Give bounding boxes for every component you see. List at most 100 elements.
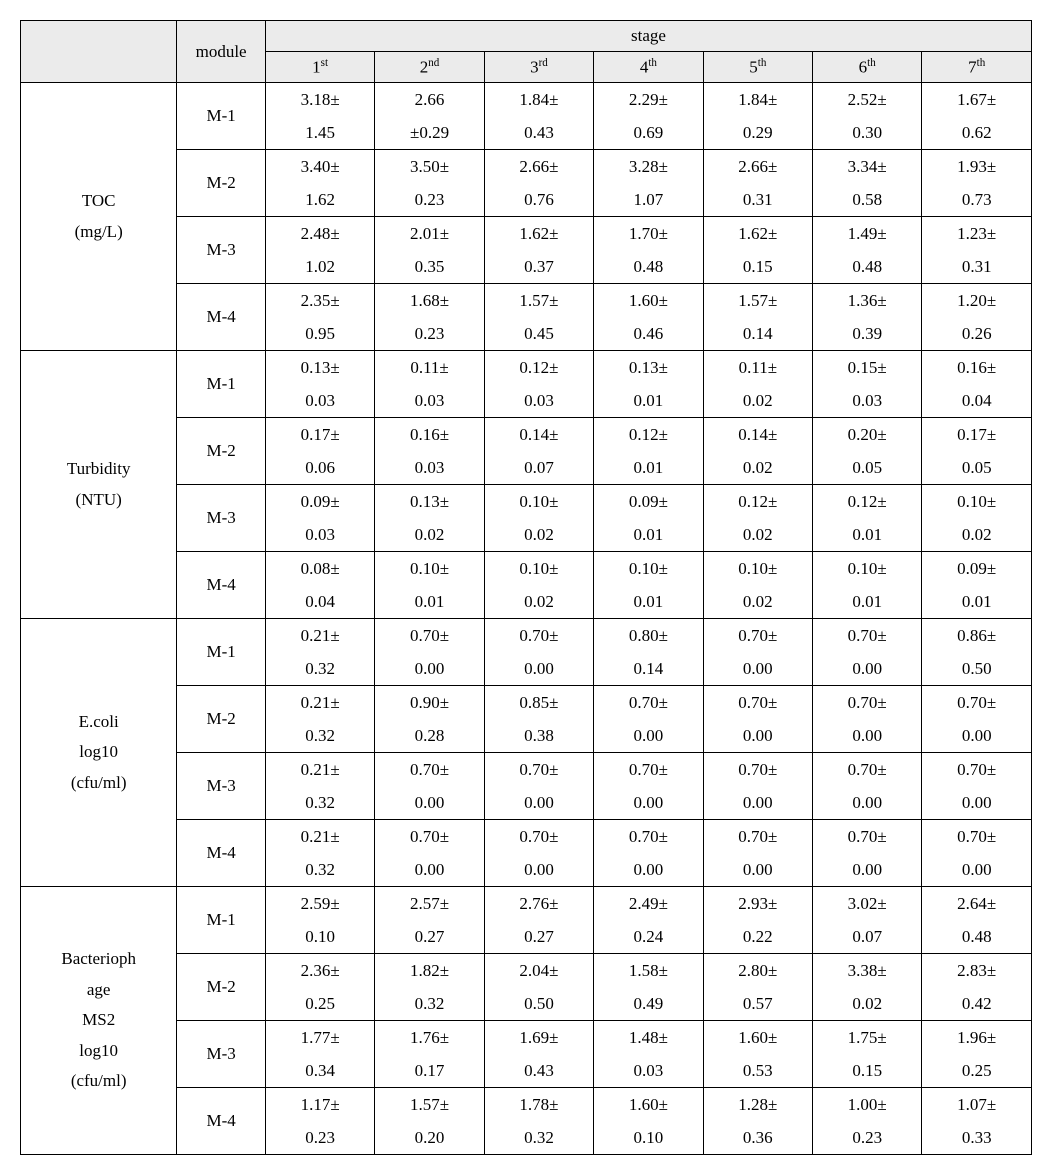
value-mean: 0.13± xyxy=(594,351,702,384)
value-sd: 0.01 xyxy=(594,518,702,551)
data-cell: 3.40±1.62 xyxy=(265,150,374,217)
value-mean: 0.86± xyxy=(922,619,1031,652)
data-cell: 1.62±0.15 xyxy=(703,217,812,284)
value-sd: 0.36 xyxy=(704,1121,812,1154)
data-cell: 1.49±0.48 xyxy=(813,217,922,284)
value-sd: 0.29 xyxy=(704,116,812,149)
value-sd: 0.00 xyxy=(704,652,812,685)
value-sd: 0.43 xyxy=(485,116,593,149)
data-cell: 1.70±0.48 xyxy=(594,217,703,284)
value-mean: 3.40± xyxy=(266,150,374,183)
module-cell: M-4 xyxy=(177,820,266,887)
value-mean: 1.68± xyxy=(375,284,483,317)
value-sd: 0.02 xyxy=(922,518,1031,551)
value-mean: 0.12± xyxy=(704,485,812,518)
header-stage-7: 7th xyxy=(922,52,1032,83)
value-mean: 1.60± xyxy=(594,1088,702,1121)
value-mean: 0.12± xyxy=(485,351,593,384)
value-sd: 0.17 xyxy=(375,1054,483,1087)
data-cell: 0.17±0.05 xyxy=(922,418,1032,485)
value-sd: 0.00 xyxy=(922,719,1031,752)
data-cell: 0.15±0.03 xyxy=(813,351,922,418)
data-cell: 2.36±0.25 xyxy=(265,954,374,1021)
data-cell: 1.23±0.31 xyxy=(922,217,1032,284)
value-mean: 0.70± xyxy=(813,753,921,786)
value-mean: 2.76± xyxy=(485,887,593,920)
data-cell: 0.10±0.01 xyxy=(375,552,484,619)
value-sd: 0.02 xyxy=(813,987,921,1020)
value-sd: 0.01 xyxy=(375,585,483,618)
value-mean: 1.70± xyxy=(594,217,702,250)
data-cell: 1.93±0.73 xyxy=(922,150,1032,217)
value-sd: 0.00 xyxy=(813,786,921,819)
value-sd: 0.23 xyxy=(813,1121,921,1154)
header-stage-6: 6th xyxy=(813,52,922,83)
data-cell: 0.14±0.02 xyxy=(703,418,812,485)
data-cell: 0.10±0.02 xyxy=(484,485,593,552)
data-cell: 0.16±0.04 xyxy=(922,351,1032,418)
value-mean: 0.70± xyxy=(813,686,921,719)
data-cell: 0.10±0.02 xyxy=(484,552,593,619)
value-sd: 0.04 xyxy=(266,585,374,618)
header-stage-1: 1st xyxy=(265,52,374,83)
value-sd: 0.48 xyxy=(813,250,921,283)
value-mean: 0.70± xyxy=(813,619,921,652)
value-mean: 2.52± xyxy=(813,83,921,116)
module-cell: M-3 xyxy=(177,485,266,552)
value-mean: 0.10± xyxy=(922,485,1031,518)
data-cell: 0.70±0.00 xyxy=(922,753,1032,820)
value-mean: 1.62± xyxy=(704,217,812,250)
value-mean: 1.07± xyxy=(922,1088,1031,1121)
value-sd: 0.35 xyxy=(375,250,483,283)
data-cell: 0.70±0.00 xyxy=(813,753,922,820)
header-stage: stage xyxy=(265,21,1031,52)
data-cell: 1.60±0.46 xyxy=(594,284,703,351)
value-mean: 2.01± xyxy=(375,217,483,250)
data-cell: 2.04±0.50 xyxy=(484,954,593,1021)
data-cell: 1.68±0.23 xyxy=(375,284,484,351)
value-mean: 1.20± xyxy=(922,284,1031,317)
value-sd: 0.15 xyxy=(813,1054,921,1087)
data-cell: 0.70±0.00 xyxy=(375,619,484,686)
value-mean: 2.66± xyxy=(704,150,812,183)
value-sd: 0.00 xyxy=(375,853,483,886)
value-sd: 0.58 xyxy=(813,183,921,216)
value-sd: 0.00 xyxy=(485,786,593,819)
data-cell: 0.70±0.00 xyxy=(375,753,484,820)
value-mean: 1.69± xyxy=(485,1021,593,1054)
data-cell: 0.86±0.50 xyxy=(922,619,1032,686)
value-mean: 0.70± xyxy=(594,753,702,786)
value-sd: 0.48 xyxy=(922,920,1031,953)
value-sd: 0.02 xyxy=(704,451,812,484)
value-sd: 0.22 xyxy=(704,920,812,953)
data-cell: 0.11±0.03 xyxy=(375,351,484,418)
module-cell: M-1 xyxy=(177,351,266,418)
value-mean: 0.80± xyxy=(594,619,702,652)
data-cell: 1.60±0.10 xyxy=(594,1088,703,1155)
data-cell: 0.10±0.01 xyxy=(813,552,922,619)
data-cell: 0.70±0.00 xyxy=(375,820,484,887)
value-sd: 0.49 xyxy=(594,987,702,1020)
data-cell: 2.01±0.35 xyxy=(375,217,484,284)
table-row: BacteriophageMS2log10(cfu/ml)M-12.59±0.1… xyxy=(21,887,1032,954)
data-cell: 0.12±0.02 xyxy=(703,485,812,552)
header-blank xyxy=(21,21,177,83)
value-mean: 0.14± xyxy=(485,418,593,451)
value-mean: 2.66 xyxy=(375,83,483,116)
data-table: module stage 1st2nd3rd4th5th6th7th TOC(m… xyxy=(20,20,1032,1155)
value-mean: 1.23± xyxy=(922,217,1031,250)
data-cell: 0.70±0.00 xyxy=(813,619,922,686)
data-cell: 0.20±0.05 xyxy=(813,418,922,485)
category-cell: Turbidity(NTU) xyxy=(21,351,177,619)
data-cell: 0.16±0.03 xyxy=(375,418,484,485)
value-mean: 0.20± xyxy=(813,418,921,451)
value-sd: 0.57 xyxy=(704,987,812,1020)
value-sd: 0.02 xyxy=(704,518,812,551)
data-cell: 0.70±0.00 xyxy=(813,686,922,753)
value-mean: 1.60± xyxy=(704,1021,812,1054)
value-sd: 0.28 xyxy=(375,719,483,752)
value-sd: 0.00 xyxy=(594,853,702,886)
module-cell: M-4 xyxy=(177,1088,266,1155)
value-mean: 0.17± xyxy=(922,418,1031,451)
value-sd: 0.06 xyxy=(266,451,374,484)
